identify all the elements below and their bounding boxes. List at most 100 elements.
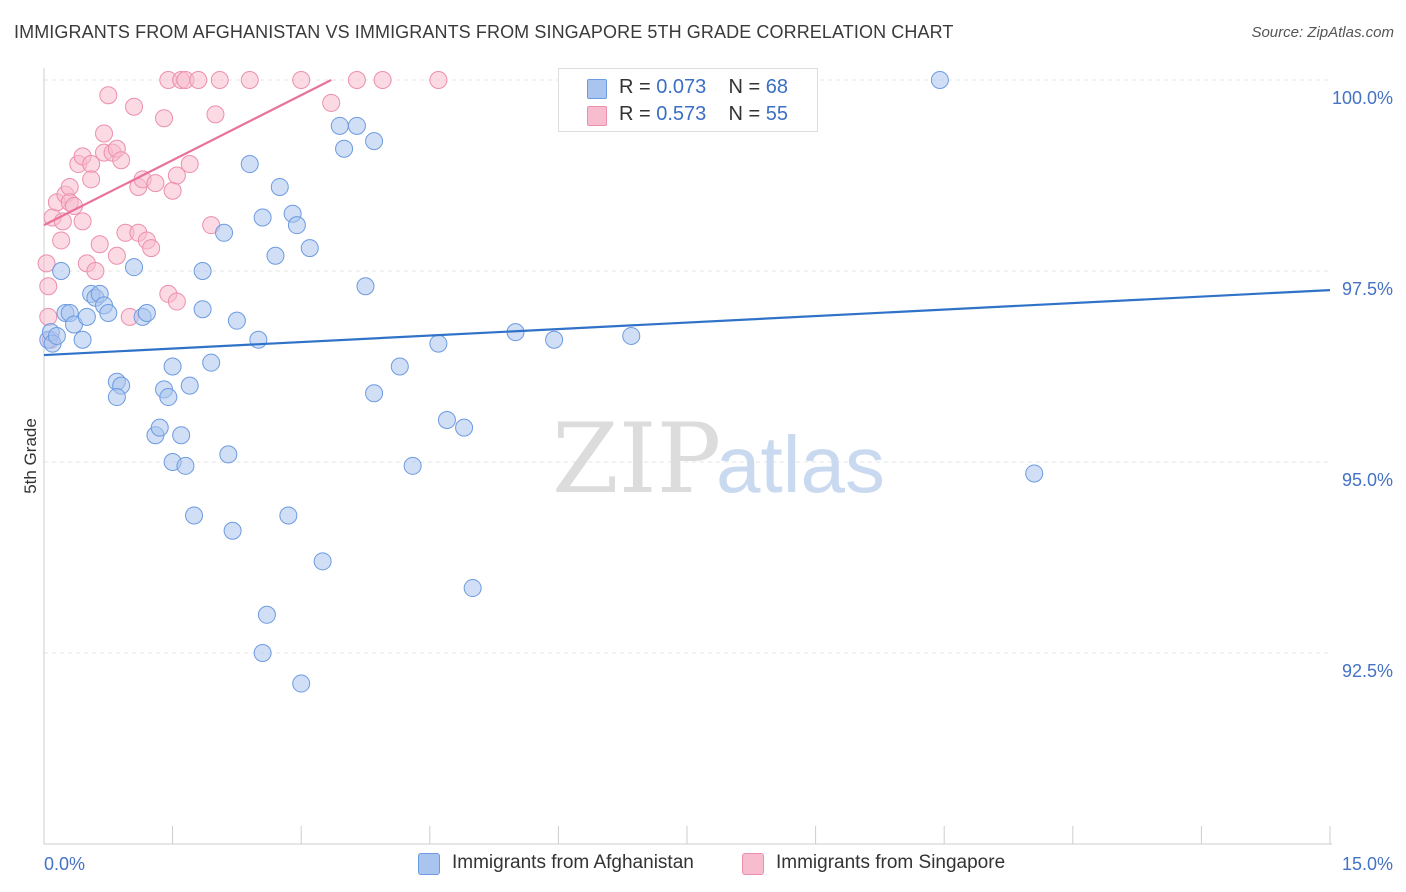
y-tick-label: 95.0% — [1342, 470, 1393, 490]
singapore-point — [39, 307, 58, 326]
stats-legend: R = 0.073 N = 68 R = 0.573 N = 55 — [558, 68, 818, 132]
afghanistan-point — [365, 132, 384, 151]
axes — [43, 68, 1332, 845]
x-tick-label-min: 0.0% — [44, 854, 85, 874]
r-value-singapore: 0.573 — [656, 103, 707, 125]
afghanistan-point — [253, 644, 272, 662]
y-tick-label: 92.5% — [1342, 661, 1393, 681]
afghanistan-point — [73, 330, 92, 349]
singapore-point — [373, 71, 392, 89]
afghanistan-point — [219, 445, 238, 464]
singapore-point — [37, 254, 56, 273]
n-value-afghanistan: 68 — [765, 76, 789, 98]
singapore-point — [167, 166, 186, 185]
singapore-legend-swatch — [742, 853, 764, 875]
afghanistan-point — [463, 579, 482, 598]
singapore-point — [60, 177, 79, 196]
singapore-point — [146, 174, 165, 193]
afghanistan-point — [347, 116, 366, 135]
afghanistan-point — [429, 334, 448, 353]
afghanistan-point — [545, 330, 564, 349]
afghanistan-point — [365, 384, 384, 403]
chart-title: IMMIGRANTS FROM AFGHANISTAN VS IMMIGRANT… — [14, 22, 954, 42]
afghanistan-point — [185, 506, 204, 525]
afghanistan-point — [257, 605, 276, 624]
singapore-point — [82, 170, 101, 189]
singapore-point — [125, 97, 144, 116]
singapore-point — [322, 93, 341, 112]
afghanistan-point — [455, 418, 474, 437]
afghanistan-point — [172, 426, 191, 445]
afghanistan-point — [180, 376, 199, 395]
singapore-point — [90, 235, 109, 254]
afghanistan-points — [39, 71, 1044, 693]
afghanistan-point — [150, 418, 169, 437]
afghanistan-point — [622, 326, 641, 345]
singapore-point — [95, 124, 114, 143]
afghanistan-point — [249, 330, 268, 349]
singapore-point — [292, 71, 311, 89]
y-tick-label: 100.0% — [1332, 88, 1393, 108]
afghanistan-point — [47, 326, 66, 345]
n-value-singapore: 55 — [765, 103, 789, 125]
singapore-point — [347, 71, 366, 89]
singapore-point — [155, 109, 174, 128]
afghanistan-point — [240, 155, 259, 174]
afghanistan-point — [313, 552, 332, 571]
afghanistan-point — [253, 208, 272, 227]
afghanistan-point — [279, 506, 298, 525]
afghanistan-point — [356, 277, 375, 296]
afghanistan-point — [202, 353, 221, 372]
singapore-point — [240, 71, 259, 89]
afghanistan-point — [159, 388, 178, 407]
afghanistan-point — [99, 304, 118, 323]
afghanistan-point — [137, 304, 156, 323]
afghanistan-point — [107, 388, 126, 407]
singapore-point — [107, 246, 126, 265]
afghanistan-legend-swatch — [418, 853, 440, 875]
afghanistan-point — [930, 71, 949, 89]
y-tick-label: 97.5% — [1342, 279, 1393, 299]
afghanistan-point — [403, 456, 422, 475]
legend-label-afghanistan: Immigrants from Afghanistan — [452, 852, 694, 873]
series-legend: Immigrants from Afghanistan Immigrants f… — [0, 852, 1406, 878]
afghanistan-point — [77, 307, 96, 326]
singapore-point — [142, 239, 161, 258]
n-label: N = — [728, 103, 761, 125]
afghanistan-point — [176, 456, 195, 475]
afghanistan-point — [52, 262, 71, 280]
afghanistan-point — [300, 239, 319, 258]
singapore-point — [429, 71, 448, 89]
afghanistan-point — [125, 258, 144, 277]
afghanistan-point — [163, 357, 182, 376]
afghanistan-point — [1025, 464, 1044, 483]
afghanistan-point — [335, 139, 354, 158]
singapore-point — [180, 155, 199, 174]
afghanistan-point — [292, 674, 311, 693]
singapore-point — [167, 292, 186, 311]
trend-lines — [43, 79, 1331, 357]
singapore-point — [86, 262, 105, 280]
watermark-zip: ZIP — [552, 403, 721, 515]
afghanistan-point — [437, 410, 456, 429]
afghanistan-point — [390, 357, 409, 376]
afghanistan-point — [266, 246, 285, 265]
singapore-point — [99, 86, 118, 105]
afghanistan-swatch — [587, 79, 607, 99]
legend-label-singapore: Immigrants from Singapore — [776, 852, 1006, 873]
singapore-point — [39, 277, 58, 296]
afghanistan-point — [227, 311, 246, 330]
afghanistan-point — [270, 177, 289, 196]
singapore-point — [112, 151, 131, 170]
singapore-swatch — [587, 106, 607, 126]
singapore-point — [189, 71, 208, 89]
watermark-atlas: atlas — [716, 420, 885, 509]
afghanistan-point — [215, 223, 234, 242]
afghanistan-trend-line — [43, 289, 1331, 357]
r-label: R = — [619, 103, 651, 125]
singapore-point — [210, 71, 229, 89]
singapore-point — [163, 181, 182, 200]
afghanistan-point — [193, 300, 212, 319]
source-label: Source: ZipAtlas.com — [1251, 24, 1394, 41]
